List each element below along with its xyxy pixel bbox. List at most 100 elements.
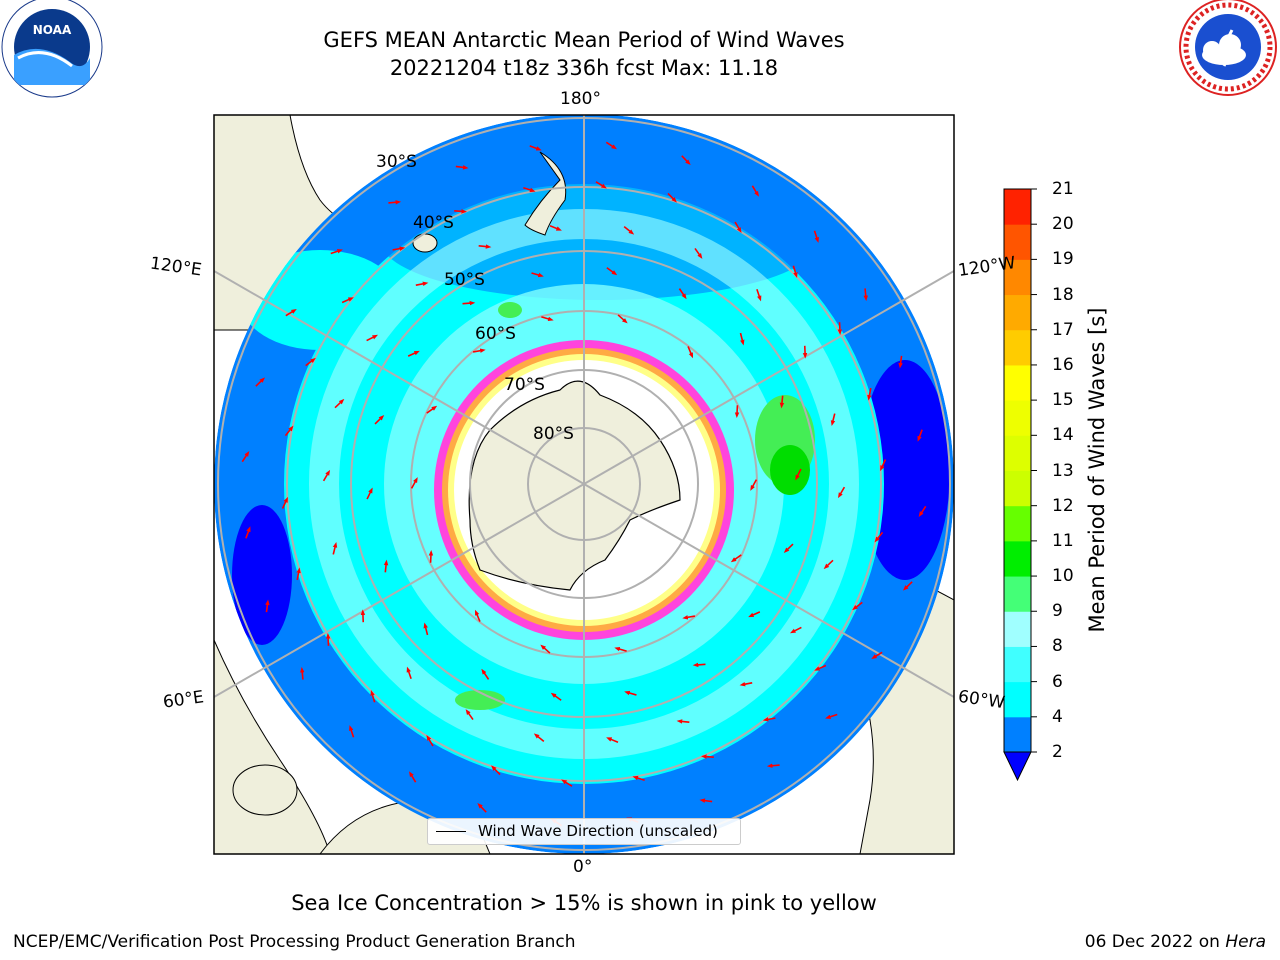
wave-direction-arrow [366,334,379,342]
wave-direction-arrow [823,559,834,570]
wave-direction-arrow [285,309,297,317]
wave-direction-arrow [415,281,429,287]
wave-direction-arrow [902,581,913,591]
colorbar-tick-label: 8 [1052,636,1063,657]
wave-direction-arrow [880,459,887,472]
wave-direction-arrow [550,692,562,701]
legend-line-swatch [436,831,466,832]
wave-direction-arrow [825,713,838,719]
colorbar-segment [1004,294,1031,331]
wave-direction-arrow [531,272,544,278]
wave-direction-arrow [606,267,618,276]
wave-direction-arrow [330,249,343,255]
colorbar-segment [1004,505,1031,542]
colorbar-segment [1004,540,1031,577]
lon-label-180: 180° [560,89,601,109]
nws-logo-icon [1179,0,1277,96]
colorbar [1003,188,1037,782]
wave-direction-arrow [300,666,305,680]
colorbar-segment [1004,681,1031,718]
colorbar-segment [1004,224,1031,260]
wave-direction-arrow [284,425,294,437]
wave-direction-arrow [465,709,474,721]
noaa-logo-icon: NOAA [1,0,103,98]
lat-label-80s: 80°S [533,424,574,444]
wave-direction-arrow [472,348,486,353]
footer-date: 06 Dec 2022 on Hera [1085,932,1266,952]
wave-direction-arrow [541,316,554,322]
wave-direction-arrow [334,398,345,409]
colorbar-segment [1004,329,1031,366]
lon-label-0: 0° [573,857,593,877]
new-zealand-land [524,151,567,236]
wave-direction-arrow [687,346,694,359]
wave-direction-arrow [795,468,802,481]
colorbar-tick-label: 19 [1052,249,1074,270]
wave-direction-arrow [898,355,903,369]
wave-direction-arrow [867,387,872,401]
madagascar-land [232,764,298,816]
wave-direction-arrow [540,644,551,654]
colorbar-tick-label: 10 [1052,566,1074,587]
tasmania-land [412,233,438,253]
colorbar-tick-label: 2 [1052,742,1063,762]
colorbar-tick-label: 6 [1052,671,1063,692]
wave-direction-arrow [792,265,798,279]
wave-direction-arrow [766,763,780,768]
wave-direction-arrow [523,186,536,193]
wave-direction-arrow [392,246,406,251]
footer-host: Hera [1225,932,1266,952]
footer-date-text: 06 Dec 2022 on [1084,932,1220,952]
wave-direction-arrow [426,734,434,747]
wave-direction-arrow [305,357,316,367]
wave-direction-arrow [491,765,501,776]
wave-direction-arrow [533,733,545,742]
wave-direction-arrow [748,611,761,618]
caption: Sea Ice Concentration > 15% is shown in … [291,891,877,915]
wave-direction-arrow [871,651,883,659]
wind-wave-arrows [241,141,927,827]
lat-label-40s: 40°S [413,213,454,233]
wave-direction-arrow [474,609,481,622]
lat-label-70s: 70°S [504,375,545,395]
colorbar-tick-label: 15 [1052,390,1074,411]
wave-direction-arrow [730,554,742,563]
wave-direction-arrow [694,247,703,259]
wave-direction-arrow [624,690,637,696]
wave-direction-arrow [549,225,562,231]
wave-direction-arrow [701,754,714,759]
wave-direction-arrow [789,626,802,634]
legend-label: Wind Wave Direction (unscaled) [478,822,718,840]
wave-direction-arrow [734,221,742,234]
wave-direction-arrow [409,771,417,783]
wave-direction-arrow [699,798,713,803]
colorbar-tick-label: 17 [1052,319,1074,340]
wave-direction-arrow [529,145,542,151]
colorbar-segment [1004,576,1031,612]
wave-direction-arrow [606,737,619,743]
noaa-logo-text: NOAA [33,23,72,37]
wave-direction-arrow [423,622,429,636]
wave-direction-arrow [561,779,573,787]
wave-direction-arrow [739,332,745,346]
colorbar-label: Mean Period of Wind Waves [s] [1085,307,1109,633]
wave-direction-arrow [692,662,706,668]
chart-subtitle: 20221204 t18z 336h fcst Max: 11.18 [389,56,779,80]
antarctica-land [468,380,681,591]
wave-direction-arrow [296,567,301,581]
wave-direction-arrow [374,415,385,425]
wave-direction-arrow [617,314,628,324]
colorbar-tick-label: 16 [1052,354,1074,375]
colorbar-tick-label: 4 [1052,706,1063,727]
wave-direction-arrow [678,288,687,300]
map-area [214,115,954,854]
graticule [214,115,954,854]
wave-direction-arrow [366,487,373,500]
wave-direction-arrow [265,599,270,613]
wave-direction-arrow [779,395,785,409]
wave-direction-arrow [454,209,467,214]
wave-direction-arrow [322,469,331,482]
footer-credit: NCEP/EMC/Verification Post Processing Pr… [13,932,576,952]
wave-direction-arrow [632,775,645,782]
